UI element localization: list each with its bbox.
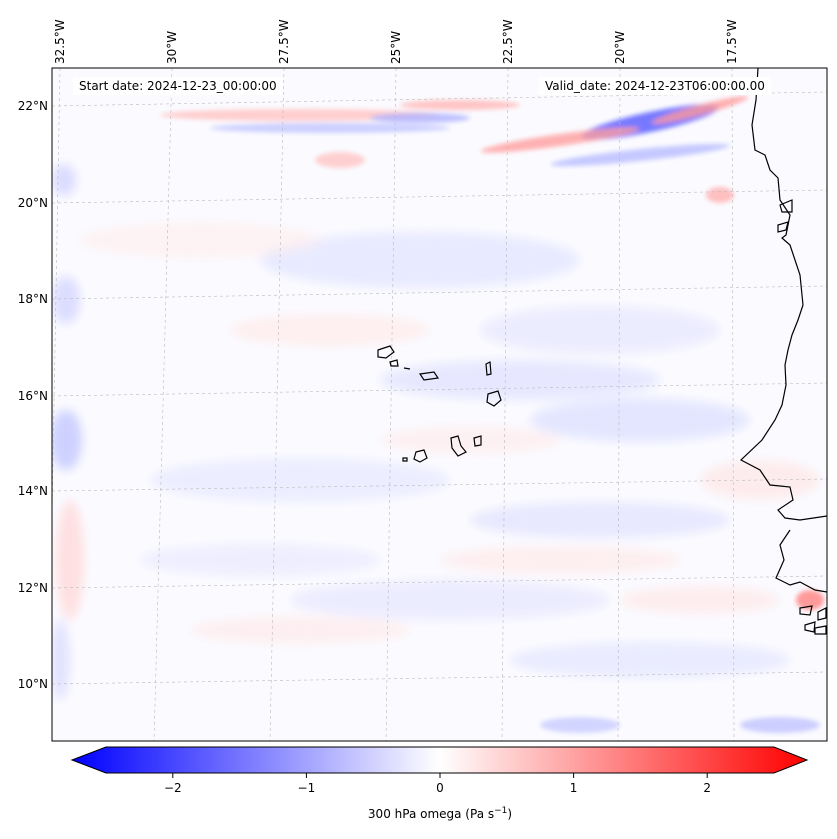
lon-label: 25°W (389, 31, 403, 64)
lat-label: 12°N (18, 581, 48, 595)
colorbar-tick-label: −2 (164, 781, 182, 795)
longitude-labels: 32.5°W 30°W 27.5°W 25°W 22.5°W 20°W 17.5… (53, 19, 739, 64)
omega-field (52, 96, 824, 733)
colorbar-tick-label: −1 (298, 781, 316, 795)
map-frame (51, 67, 828, 742)
lat-label: 10°N (18, 677, 48, 691)
lat-label: 22°N (18, 99, 48, 113)
latitude-labels: 22°N 20°N 18°N 16°N 14°N 12°N 10°N (18, 99, 48, 691)
colorbar-label-close: ) (507, 807, 513, 821)
colorbar-tick-label: 2 (703, 781, 711, 795)
lon-label: 22.5°W (501, 19, 515, 64)
lat-label: 14°N (18, 484, 48, 498)
lon-label: 27.5°W (277, 19, 291, 64)
map-panel (51, 67, 828, 742)
colorbar-body (70, 746, 809, 774)
start-date-label: Start date: 2024-12-23_00:00:00 (73, 77, 283, 95)
colorbar-tick-label: 0 (436, 781, 444, 795)
lat-label: 16°N (18, 389, 48, 403)
lon-label: 30°W (165, 31, 179, 64)
colorbar-label-exponent: −1 (494, 806, 508, 816)
colorbar: −2 −1 0 1 2 (70, 746, 809, 795)
gridlines (52, 68, 827, 741)
lon-label: 32.5°W (53, 19, 67, 64)
colorbar-tick-label: 1 (570, 781, 578, 795)
colorbar-ticks: −2 −1 0 1 2 (164, 773, 711, 795)
valid-date-label: Valid_date: 2024-12-23T06:00:00.00 (539, 77, 771, 95)
lon-label: 20°W (613, 31, 627, 64)
african-coastline (739, 68, 827, 521)
cape-verde-islands (377, 345, 502, 463)
lat-label: 20°N (18, 196, 48, 210)
lon-label: 17.5°W (725, 19, 739, 64)
colorbar-label-main: 300 hPa omega (Pa s (367, 807, 495, 821)
coastlines (739, 68, 827, 635)
lat-label: 18°N (18, 292, 48, 306)
colorbar-label: 300 hPa omega (Pa s−1) (0, 806, 837, 821)
